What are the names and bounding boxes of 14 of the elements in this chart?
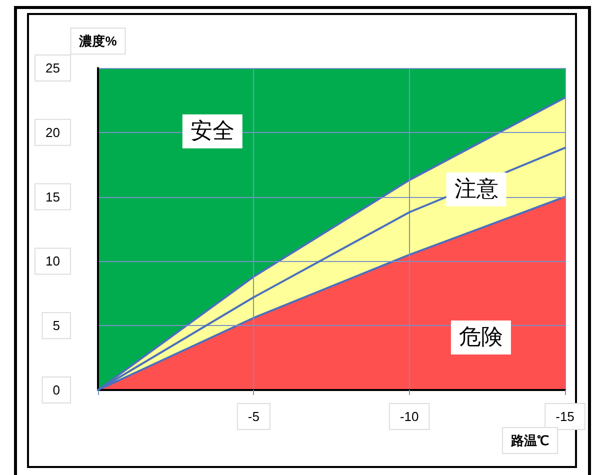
annotation: 注意	[454, 176, 498, 202]
x-tick-label: -5	[248, 409, 260, 424]
y-tick-label: 10	[46, 254, 60, 269]
y-tick-label: 0	[52, 382, 60, 398]
x-axis-title: 路温℃	[510, 433, 549, 448]
y-tick-label: 15	[46, 189, 60, 204]
x-tick-label: -15	[556, 409, 574, 424]
y-axis-title: 濃度%	[78, 34, 118, 49]
y-tick-label: 25	[46, 60, 60, 76]
annotation: 安全	[190, 118, 234, 144]
x-tick-label: -10	[400, 409, 419, 424]
y-tick-label: 5	[52, 318, 60, 334]
annotation: 危険	[458, 324, 503, 350]
y-tick-label: 20	[46, 124, 60, 140]
